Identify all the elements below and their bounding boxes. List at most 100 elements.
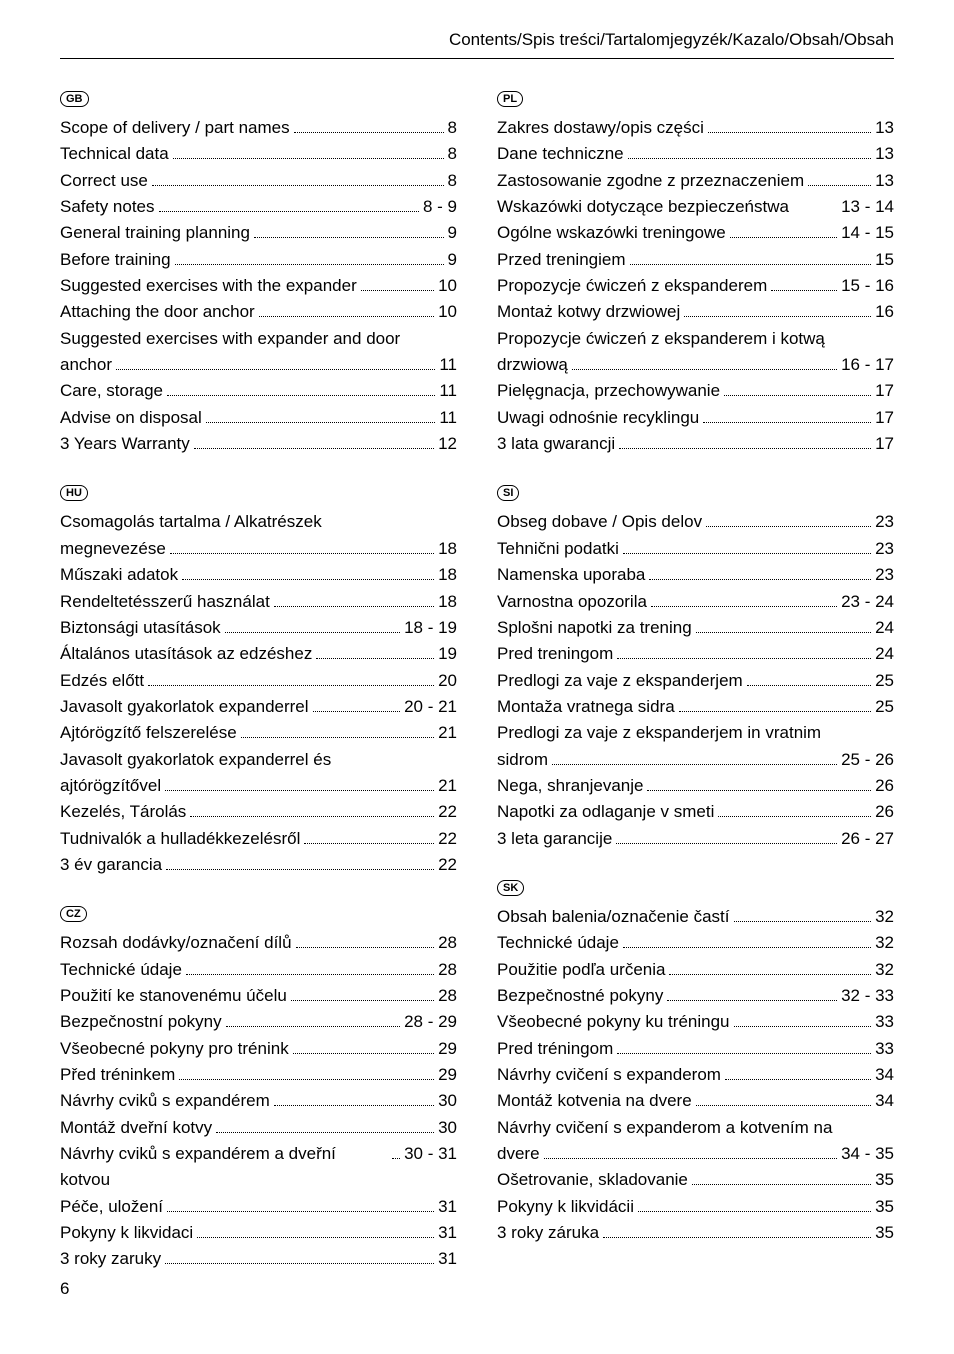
toc-entry: Predlogi za vaje z ekspanderjem25 (497, 668, 894, 694)
toc-page: 34 (875, 1062, 894, 1088)
toc-page: 19 (438, 641, 457, 667)
toc-dots (623, 553, 871, 554)
toc-label: Edzés előtt (60, 668, 144, 694)
toc-label: Péče, uložení (60, 1194, 163, 1220)
toc-page: 21 (438, 773, 457, 799)
toc-entry: Műszaki adatok 18 (60, 562, 457, 588)
toc-dots (679, 711, 871, 712)
lang-badge-hu: HU (60, 485, 88, 501)
toc-label: Rendeltetésszerű használat (60, 589, 270, 615)
toc-entry: Ošetrovanie, skladovanie35 (497, 1167, 894, 1193)
toc-entry: Nega, shranjevanje26 (497, 773, 894, 799)
toc-entry: dvere34 - 35 (497, 1141, 894, 1167)
toc-entry: Použitie podľa určenia32 (497, 957, 894, 983)
toc-dots (216, 1132, 434, 1133)
toc-label: Technické údaje (60, 957, 182, 983)
toc-dots (170, 553, 434, 554)
toc-page: 35 (875, 1220, 894, 1246)
toc-dots (293, 1053, 434, 1054)
toc-dots (259, 316, 434, 317)
toc-entry: Montaža vratnega sidra25 (497, 694, 894, 720)
toc-label: Návrhy cviků s expandérem a dveřní kotvo… (60, 1141, 388, 1194)
toc-entry-line1: Csomagolás tartalma / Alkatrészek (60, 509, 457, 535)
toc-page: 13 - 14 (841, 194, 894, 220)
toc-dots (313, 711, 401, 712)
toc-page: 18 (438, 589, 457, 615)
toc-entry: 3 Years Warranty12 (60, 431, 457, 457)
toc-page: 10 (438, 299, 457, 325)
toc-entry: Bezpečnostné pokyny32 - 33 (497, 983, 894, 1009)
toc-dots (392, 1158, 400, 1159)
toc-entry: Pokyny k likvidácii35 (497, 1194, 894, 1220)
toc-page: 17 (875, 378, 894, 404)
toc-dots (291, 1000, 434, 1001)
content-columns: GB Scope of delivery / part names8Techni… (60, 89, 894, 1299)
toc-dots (808, 185, 871, 186)
toc-page: 24 (875, 615, 894, 641)
toc-page: 11 (439, 378, 457, 404)
toc-label: Všeobecné pokyny ku tréningu (497, 1009, 730, 1035)
toc-dots (152, 185, 444, 186)
toc-page: 26 (875, 799, 894, 825)
toc-page: 23 (875, 509, 894, 535)
toc-label: Scope of delivery / part names (60, 115, 290, 141)
toc-label: Műszaki adatok (60, 562, 178, 588)
toc-list: Zakres dostawy/opis części 13 Dane technic… (497, 115, 894, 457)
toc-page: 32 (875, 904, 894, 930)
toc-label: Attaching the door anchor (60, 299, 255, 325)
toc-label: anchor (60, 352, 112, 378)
toc-page: 24 (875, 641, 894, 667)
toc-dots (304, 843, 434, 844)
toc-entry: anchor11 (60, 352, 457, 378)
toc-label: Pred tréningom (497, 1036, 613, 1062)
lang-badge-si: SI (497, 485, 519, 501)
toc-page: 25 (875, 694, 894, 720)
toc-page: 23 - 24 (841, 589, 894, 615)
toc-page: 29 (438, 1036, 457, 1062)
toc-label: Before training (60, 247, 171, 273)
toc-page: 13 (875, 168, 894, 194)
toc-page: 22 (438, 826, 457, 852)
toc-label: Ogólne wskazówki treningowe (497, 220, 726, 246)
toc-label: Zakres dostawy/opis części (497, 115, 704, 141)
toc-dots (194, 448, 434, 449)
toc-label: Safety notes (60, 194, 155, 220)
toc-entry: Technical data8 (60, 141, 457, 167)
toc-entry-line1: Javasolt gyakorlatok expanderrel és (60, 747, 457, 773)
toc-list: Obsah balenia/označenie častí32Technické… (497, 904, 894, 1246)
toc-page: 23 (875, 536, 894, 562)
toc-page: 28 (438, 957, 457, 983)
toc-entry-line1: Suggested exercises with expander and do… (60, 326, 457, 352)
section-gb: GB Scope of delivery / part names8Techni… (60, 89, 457, 457)
toc-dots (182, 579, 434, 580)
toc-entry: Před tréninkem29 (60, 1062, 457, 1088)
toc-page: 28 (438, 983, 457, 1009)
toc-dots (617, 658, 871, 659)
toc-dots (649, 579, 871, 580)
toc-entry: Montáž dveřní kotvy30 (60, 1115, 457, 1141)
toc-page: 17 (875, 431, 894, 457)
toc-entry: Pielęgnacja, przechowywanie17 (497, 378, 894, 404)
toc-dots (296, 947, 435, 948)
toc-entry: Pred tréningom33 (497, 1036, 894, 1062)
toc-page: 8 - 9 (423, 194, 457, 220)
toc-entry: Obseg dobave / Opis delov23 (497, 509, 894, 535)
toc-label: Kezelés, Tárolás (60, 799, 186, 825)
toc-label: Tehnični podatki (497, 536, 619, 562)
toc-entry: Všeobecné pokyny ku tréningu33 (497, 1009, 894, 1035)
toc-dots (706, 526, 871, 527)
toc-dots (148, 685, 434, 686)
toc-list: Csomagolás tartalma / Alkatrészekmegneve… (60, 509, 457, 878)
toc-dots (718, 816, 871, 817)
toc-dots (274, 1105, 434, 1106)
toc-label: Dane techniczne (497, 141, 624, 167)
toc-entry: 3 lata gwarancji17 (497, 431, 894, 457)
toc-label: Napotki za odlaganje v smeti (497, 799, 714, 825)
toc-entry: Advise on disposal11 (60, 405, 457, 431)
toc-entry: Wskazówki dotyczące bezpieczeństwa13 - 1… (497, 194, 894, 220)
toc-entry: Care, storage11 (60, 378, 457, 404)
toc-page: 18 (438, 562, 457, 588)
toc-entry: Propozycje ćwiczeń z ekspanderem15 - 16 (497, 273, 894, 299)
toc-entry: Correct use8 (60, 168, 457, 194)
toc-label: Pokyny k likvidaci (60, 1220, 193, 1246)
